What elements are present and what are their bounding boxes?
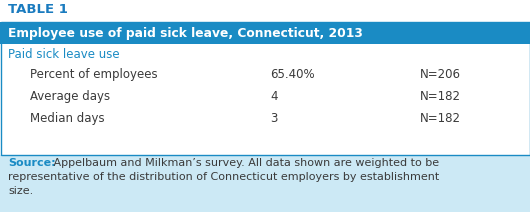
Text: Median days: Median days (30, 112, 104, 125)
Text: Percent of employees: Percent of employees (30, 68, 157, 81)
Bar (0, 155, 530, 212)
Text: Average days: Average days (30, 90, 110, 103)
Text: N=182: N=182 (420, 112, 461, 125)
Text: 3: 3 (270, 112, 277, 125)
Text: Source:: Source: (8, 158, 56, 168)
Text: N=206: N=206 (420, 68, 461, 81)
Text: N=182: N=182 (420, 90, 461, 103)
Bar (0, 22, 530, 44)
Text: Paid sick leave use: Paid sick leave use (8, 48, 120, 61)
Text: Appelbaum and Milkman’s survey. All data shown are weighted to be: Appelbaum and Milkman’s survey. All data… (50, 158, 439, 168)
Text: representative of the distribution of Connecticut employers by establishment: representative of the distribution of Co… (8, 172, 439, 182)
Text: 4: 4 (270, 90, 278, 103)
Text: TABLE 1: TABLE 1 (8, 3, 68, 16)
Bar (1, 22, 529, 155)
Text: 65.40%: 65.40% (270, 68, 315, 81)
Text: Employee use of paid sick leave, Connecticut, 2013: Employee use of paid sick leave, Connect… (8, 26, 363, 39)
Text: size.: size. (8, 186, 33, 196)
